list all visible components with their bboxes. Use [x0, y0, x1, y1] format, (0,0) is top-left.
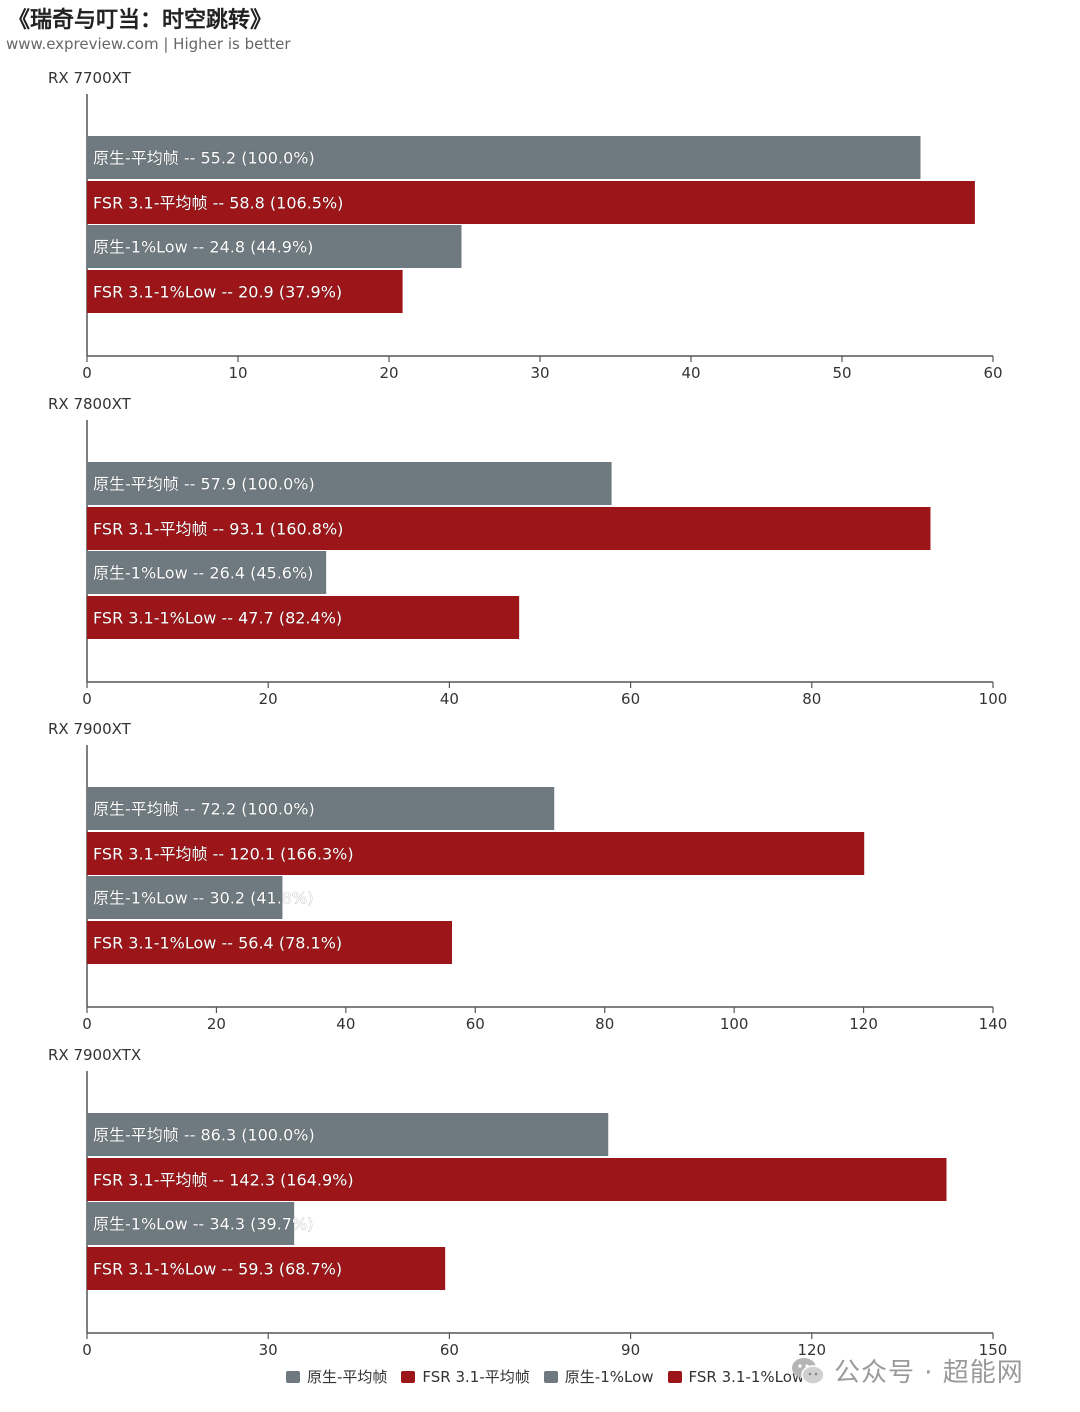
bar [87, 225, 462, 268]
panel-title: RX 7700XT [48, 69, 132, 87]
bar-label: 原生-1%Low -- 24.8 (44.9%) [93, 238, 313, 257]
bar [87, 181, 975, 224]
x-tick-label: 30 [530, 364, 549, 382]
x-tick-label: 60 [466, 1015, 485, 1033]
legend-item: FSR 3.1-平均帧 [401, 1366, 530, 1387]
x-tick-label: 20 [207, 1015, 226, 1033]
watermark-text: 公众号 · 超能网 [834, 1358, 1024, 1388]
bar-label: 原生-1%Low -- 34.3 (39.7%) [93, 1215, 313, 1234]
bar-label: FSR 3.1-1%Low -- 56.4 (78.1%) [93, 934, 342, 953]
x-tick-label: 120 [849, 1015, 878, 1033]
legend-swatch [543, 1370, 558, 1383]
bar [87, 921, 452, 964]
bar [87, 1202, 295, 1245]
panel-title: RX 7800XT [48, 395, 132, 413]
legend: 原生-平均帧 FSR 3.1-平均帧 原生-1%Low FSR 3.1-1%Lo… [286, 1366, 818, 1387]
bar [87, 1113, 609, 1156]
x-tick-label: 80 [802, 690, 821, 708]
bar [87, 876, 283, 919]
bar-label: 原生-1%Low -- 26.4 (45.6%) [93, 564, 313, 583]
x-tick-label: 40 [336, 1015, 355, 1033]
bar-label: FSR 3.1-平均帧 -- 93.1 (160.8%) [93, 520, 343, 539]
x-tick-label: 20 [379, 364, 398, 382]
legend-item: 原生-平均帧 [286, 1366, 387, 1387]
x-tick-label: 0 [82, 1341, 92, 1359]
x-tick-label: 90 [621, 1341, 640, 1359]
bar [87, 136, 921, 179]
x-tick-label: 100 [720, 1015, 749, 1033]
bar [87, 270, 403, 313]
legend-swatch [286, 1370, 300, 1383]
x-tick-label: 30 [259, 1341, 278, 1359]
panel-title: RX 7900XTX [48, 1046, 141, 1064]
legend-swatch [401, 1370, 416, 1383]
x-tick-label: 20 [259, 690, 278, 708]
x-tick-label: 10 [228, 364, 247, 382]
wechat-icon [792, 1357, 825, 1385]
chart-subtitle: www.expreview.com | Higher is better [6, 35, 291, 53]
legend-label: 原生-平均帧 [307, 1368, 388, 1386]
x-tick-label: 50 [832, 364, 851, 382]
x-tick-label: 0 [82, 1015, 92, 1033]
x-tick-label: 60 [621, 690, 640, 708]
bar [87, 596, 520, 639]
x-tick-label: 40 [440, 690, 459, 708]
x-tick-label: 140 [979, 1015, 1008, 1033]
bar-label: FSR 3.1-1%Low -- 59.3 (68.7%) [93, 1260, 342, 1279]
bar [87, 787, 555, 830]
bar-label: 原生-平均帧 -- 55.2 (100.0%) [93, 149, 315, 168]
x-tick-label: 0 [82, 690, 92, 708]
legend-label: 原生-1%Low [564, 1368, 654, 1386]
bar [87, 551, 327, 594]
bar [87, 507, 931, 550]
bar [87, 1247, 446, 1290]
x-tick-label: 60 [440, 1341, 459, 1359]
bar [87, 462, 612, 505]
bar-label: 原生-1%Low -- 30.2 (41.8%) [93, 889, 313, 908]
x-tick-label: 80 [595, 1015, 614, 1033]
x-tick-label: 60 [983, 364, 1002, 382]
x-tick-label: 100 [979, 690, 1008, 708]
bar-label: 原生-平均帧 -- 86.3 (100.0%) [93, 1126, 315, 1145]
legend-item: FSR 3.1-1%Low [667, 1367, 805, 1386]
legend-label: FSR 3.1-1%Low [688, 1367, 805, 1386]
watermark: 公众号 · 超能网 [790, 1352, 1024, 1389]
bar-label: FSR 3.1-1%Low -- 47.7 (82.4%) [93, 609, 342, 628]
bar-label: 原生-平均帧 -- 72.2 (100.0%) [93, 800, 315, 819]
x-tick-label: 0 [82, 364, 92, 382]
chart-title: 《瑞奇与叮当：时空跳转》 [8, 8, 273, 33]
legend-item: 原生-1%Low [543, 1366, 654, 1387]
bar [87, 1158, 947, 1201]
bar-label: FSR 3.1-平均帧 -- 142.3 (164.9%) [93, 1171, 354, 1190]
legend-swatch [667, 1370, 682, 1383]
bar-label: FSR 3.1-1%Low -- 20.9 (37.9%) [93, 283, 342, 302]
panel-title: RX 7900XT [48, 720, 132, 738]
bar-label: FSR 3.1-平均帧 -- 120.1 (166.3%) [93, 845, 354, 864]
x-tick-label: 150 [979, 1341, 1008, 1359]
bar-label: FSR 3.1-平均帧 -- 58.8 (106.5%) [93, 194, 343, 213]
bar-label: 原生-平均帧 -- 57.9 (100.0%) [93, 475, 315, 494]
bar [87, 832, 865, 875]
legend-label: FSR 3.1-平均帧 [422, 1368, 530, 1386]
x-tick-label: 120 [797, 1341, 826, 1359]
x-tick-label: 40 [681, 364, 700, 382]
